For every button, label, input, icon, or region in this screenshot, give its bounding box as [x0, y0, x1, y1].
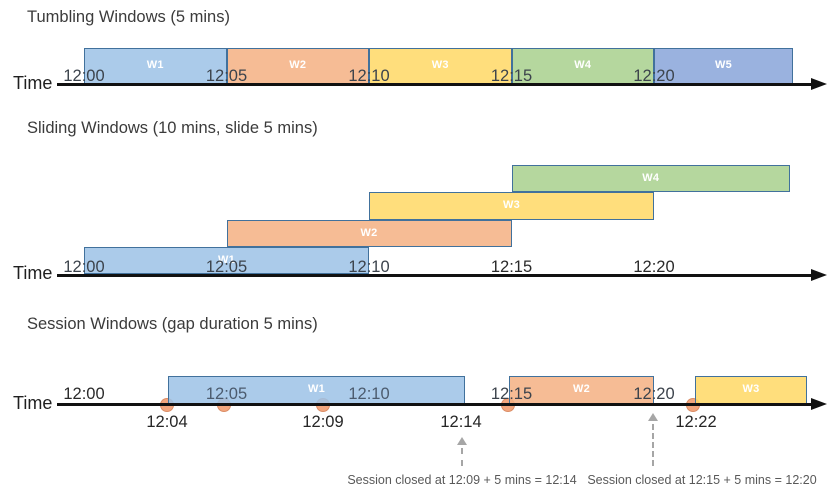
- time-axis-label: Time: [13, 73, 53, 93]
- tick-12-05: 12:05: [205, 385, 248, 403]
- window-label: W4: [574, 59, 592, 72]
- tick-12-15: 12:15: [490, 67, 533, 85]
- sliding-window-w2: W2: [226, 219, 512, 247]
- time-axis-line: [57, 274, 812, 277]
- axis-arrowhead-icon: [811, 78, 827, 90]
- tick-12-10: 12:10: [348, 258, 390, 276]
- annotation-arrow-icon: [457, 437, 467, 466]
- window-label: W2: [289, 59, 307, 72]
- session-closed-annotation-2: Session closed at 12:15 + 5 mins = 12:20: [587, 473, 817, 487]
- axis-arrowhead-icon: [811, 398, 827, 410]
- axis-arrowhead-icon: [811, 269, 827, 281]
- tick-12-20: 12:20: [633, 385, 675, 403]
- sliding-window-w3: W3: [369, 192, 654, 220]
- tick-12-00: 12:00: [63, 258, 105, 276]
- tick-12-10: 12:10: [348, 67, 390, 85]
- session-window-w3: W3: [695, 375, 807, 404]
- tumbling-window-w1: W1: [84, 48, 227, 84]
- window-label: W5: [714, 59, 733, 72]
- time-axis-line: [57, 83, 812, 86]
- window-label: W1: [307, 383, 326, 395]
- tick-12-05: 12:05: [205, 258, 248, 276]
- arrow-stem: [461, 448, 463, 466]
- event-label-12-14: 12:14: [440, 413, 482, 431]
- arrow-stem: [652, 424, 654, 466]
- event-label-12-09: 12:09: [302, 413, 344, 431]
- window-label: W4: [642, 171, 660, 184]
- tick-12-15: 12:15: [490, 385, 533, 403]
- sliding-window-w1: W1: [84, 247, 369, 274]
- tick-12-20: 12:20: [633, 67, 675, 85]
- tick-12-10: 12:10: [348, 385, 390, 403]
- time-axis-line: [57, 403, 812, 406]
- tick-12-15: 12:15: [490, 258, 533, 276]
- window-label: W3: [502, 199, 521, 212]
- sliding-section-title: Sliding Windows (10 mins, slide 5 mins): [27, 119, 318, 137]
- event-label-12-22: 12:22: [675, 413, 717, 431]
- time-axis-label: Time: [13, 393, 53, 413]
- tick-12-20: 12:20: [633, 258, 675, 276]
- tumbling-window-w3: W3: [369, 48, 512, 84]
- arrow-head: [457, 437, 467, 445]
- window-label: W3: [431, 59, 449, 72]
- arrow-head: [648, 413, 658, 421]
- time-axis-label: Time: [13, 263, 53, 283]
- event-label-12-04: 12:04: [146, 413, 188, 431]
- sliding-window-w4: W4: [511, 164, 790, 192]
- window-label: W2: [360, 226, 378, 239]
- window-label: W2: [572, 383, 591, 395]
- annotation-arrow-icon: [648, 413, 658, 466]
- tumbling-section-title: Tumbling Windows (5 mins): [27, 8, 230, 26]
- window-label: W3: [742, 383, 760, 395]
- tick-12-00: 12:00: [63, 67, 105, 85]
- session-closed-annotation-1: Session closed at 12:09 + 5 mins = 12:14: [347, 473, 577, 487]
- session-section-title: Session Windows (gap duration 5 mins): [27, 315, 318, 333]
- tick-12-05: 12:05: [205, 67, 248, 85]
- window-label: W1: [217, 254, 236, 266]
- tumbling-window-w5: W5: [654, 48, 793, 84]
- tick-12-00: 12:00: [63, 385, 105, 403]
- window-label: W1: [146, 59, 164, 72]
